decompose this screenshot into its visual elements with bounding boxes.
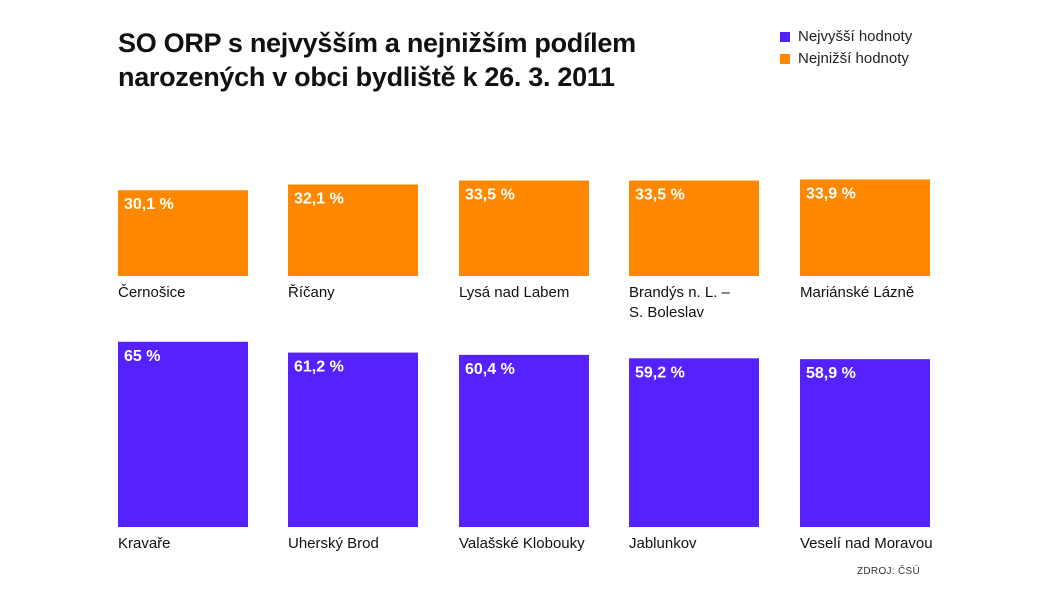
legend-label-lowest: Nejnižší hodnoty <box>798 50 909 67</box>
legend-swatch-lowest <box>780 54 790 64</box>
bar-lowest-2 <box>288 184 418 276</box>
category-label-lowest-4: Brandýs n. L. – S. Boleslav <box>629 284 731 321</box>
legend-swatch-highest <box>780 32 790 42</box>
category-label-lowest-5: Mariánské Lázně <box>800 284 914 301</box>
category-label-highest-5: Veselí nad Moravou <box>800 535 933 552</box>
bar-highest-4 <box>629 358 759 527</box>
value-label-highest-4: 59,2 % <box>635 364 685 381</box>
legend-item-lowest: Nejnižší hodnoty <box>780 48 912 70</box>
value-label-highest-1: 65 % <box>124 348 160 365</box>
value-label-lowest-2: 32,1 % <box>294 191 344 208</box>
category-label-lowest-1: Černošice <box>118 284 186 301</box>
category-label-lowest-2: Říčany <box>288 284 335 301</box>
category-label-highest-1: Kravaře <box>118 535 171 552</box>
category-label-highest-3: Valašské Klobouky <box>459 535 585 552</box>
value-label-lowest-1: 30,1 % <box>124 196 174 213</box>
category-label-lowest-3: Lysá nad Labem <box>459 284 569 301</box>
bar-lowest-3 <box>459 180 589 276</box>
legend: Nejvyšší hodnoty Nejnižší hodnoty <box>780 26 912 70</box>
chart-title: SO ORP s nejvyšším a nejnižším podílem n… <box>118 28 636 92</box>
value-label-highest-3: 60,4 % <box>465 361 515 378</box>
source-note: ZDROJ: ČSÚ <box>857 566 920 577</box>
category-label-highest-2: Uherský Brod <box>288 535 379 552</box>
bar-highest-3 <box>459 354 589 527</box>
bar-highest-5 <box>800 359 930 527</box>
legend-label-highest: Nejvyšší hodnoty <box>798 28 913 45</box>
category-label-highest-4: Jablunkov <box>629 535 697 552</box>
legend-item-highest: Nejvyšší hodnoty <box>780 26 912 48</box>
bar-lowest-5 <box>800 179 930 276</box>
value-label-lowest-3: 33,5 % <box>465 187 515 204</box>
value-label-lowest-4: 33,5 % <box>635 187 685 204</box>
bar-lowest-4 <box>629 180 759 276</box>
bar-lowest-1 <box>118 190 248 276</box>
bar-highest-2 <box>288 352 418 527</box>
value-label-highest-2: 61,2 % <box>294 359 344 376</box>
value-label-highest-5: 58,9 % <box>806 365 856 382</box>
value-label-lowest-5: 33,9 % <box>806 185 856 202</box>
bar-highest-1 <box>118 341 248 527</box>
